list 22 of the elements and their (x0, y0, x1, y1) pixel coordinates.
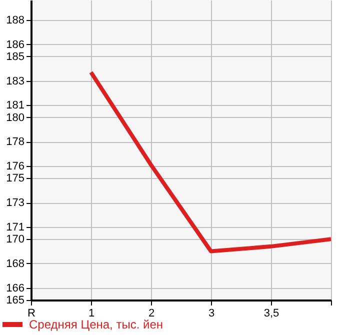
y-tick-label: 168 (6, 258, 24, 270)
legend-label: Средняя Цена, тыс. йен (29, 318, 164, 332)
y-tick-label: 186 (6, 38, 24, 51)
y-tick-label: 171 (6, 221, 24, 234)
y-tick-label: 181 (6, 100, 24, 112)
y-tick-label: 170 (6, 234, 24, 246)
x-tick-label: 3,5 (264, 308, 280, 320)
y-tick-label: 188 (6, 14, 24, 26)
x-tick-label: 2 (148, 308, 155, 320)
y-tick-label: 165 (6, 294, 24, 306)
x-tick-label: 1 (88, 308, 95, 320)
x-tick-label: 3 (208, 308, 215, 320)
line-series (89, 70, 331, 254)
y-tick-label: 180 (6, 112, 24, 124)
y-tick-label: 183 (6, 75, 24, 88)
y-tick-label: 176 (6, 160, 24, 173)
y-tick-label: 175 (6, 172, 24, 185)
y-tick-label: 166 (6, 282, 24, 294)
x-tick-label: R (28, 308, 36, 320)
y-tick-label: 178 (6, 136, 24, 148)
y-tick-label: 185 (6, 50, 24, 63)
y-tick-label: 173 (6, 197, 24, 210)
